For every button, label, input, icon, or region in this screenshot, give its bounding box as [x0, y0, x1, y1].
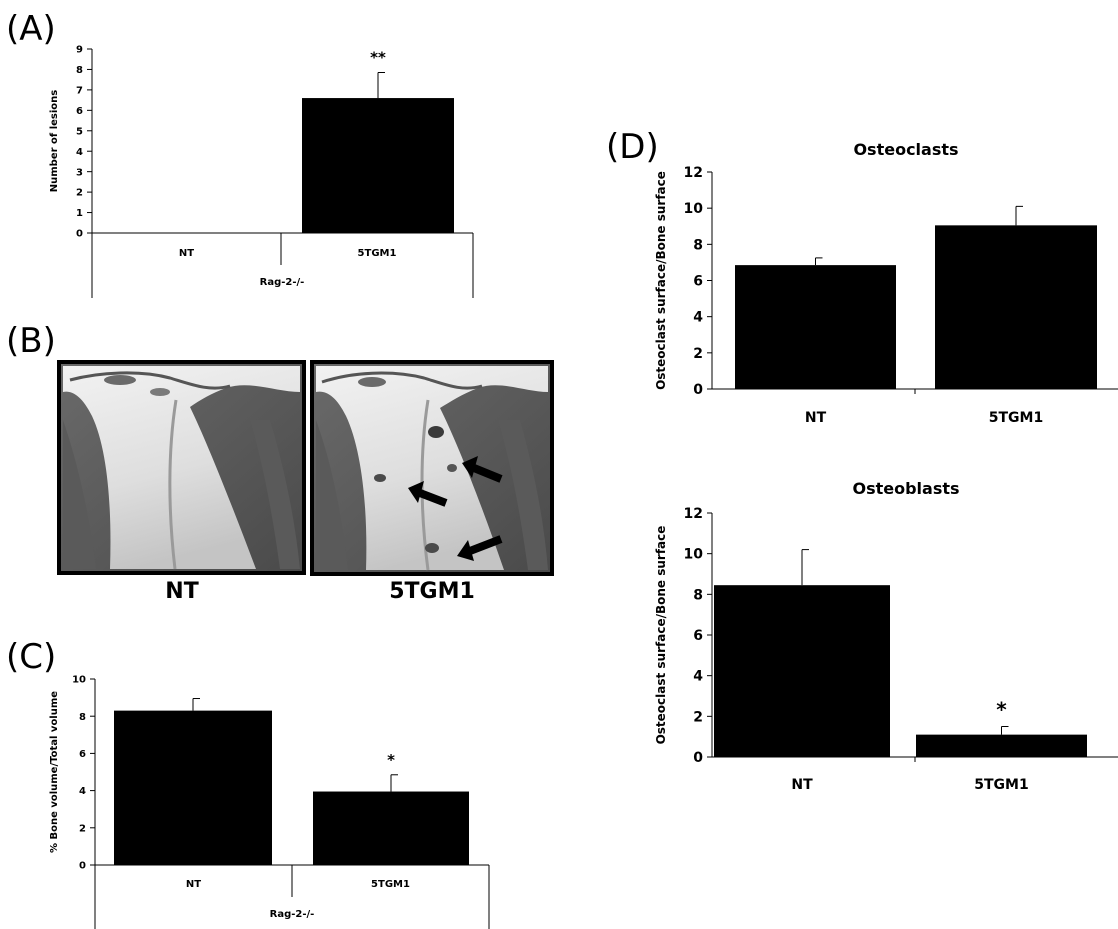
significance-marker: *: [996, 698, 1007, 722]
photo-label-nt: NT: [165, 579, 198, 604]
y-tick-label: 10: [72, 675, 86, 686]
bar-5tgm1: [916, 734, 1087, 757]
chart-bone-volume: 0 2 4 6 8 10 Rag-2-/- NT * 5TGM1 % Bone volume/Tot…: [49, 675, 490, 929]
arrow-icon: [457, 535, 503, 561]
y-tick-label: 2: [79, 823, 86, 834]
y-axis-label: % Bone volume/Total volume: [49, 691, 60, 853]
y-tick-label: 2: [693, 709, 703, 725]
microct-image-nt: [57, 360, 306, 575]
y-axis-label: Osteoclast surface/Bone surface: [654, 171, 668, 390]
significance-marker: *: [387, 751, 395, 769]
arrow-icon: [462, 456, 503, 483]
y-tick-label: 4: [76, 147, 83, 158]
y-tick-label: 2: [76, 188, 83, 199]
bar-nt: [735, 265, 896, 389]
y-tick-label: 8: [693, 237, 703, 253]
y-tick-label: 12: [684, 165, 703, 181]
chart-title: Osteoblasts: [852, 479, 959, 498]
y-tick-label: 9: [76, 45, 83, 56]
y-tick-label: 10: [684, 201, 704, 217]
microct-image-5tgm1: [310, 360, 554, 576]
y-tick-label: 8: [79, 712, 86, 723]
y-tick-label: 4: [693, 310, 703, 326]
panel-label-a: (A): [6, 9, 56, 49]
y-tick-label: 0: [76, 229, 83, 240]
group-label: Rag-2-/-: [260, 277, 305, 288]
y-tick-label: 4: [79, 786, 86, 797]
chart-osteoblasts: 0 2 4 6 8 10 12 NT * 5TGM1 Osteoclast surface/Bone…: [654, 479, 1118, 793]
y-tick-label: 6: [79, 749, 86, 760]
category-label: 5TGM1: [358, 248, 397, 259]
chart-title: Osteoclasts: [853, 140, 958, 159]
category-label: 5TGM1: [974, 777, 1028, 793]
significance-marker: **: [370, 49, 386, 67]
category-label: NT: [805, 410, 827, 426]
category-label: NT: [791, 777, 813, 793]
panel-label-b: (B): [6, 321, 56, 361]
y-tick-label: 5: [76, 126, 83, 137]
y-tick-label: 8: [693, 587, 703, 603]
y-tick-label: 6: [76, 106, 83, 117]
category-label: 5TGM1: [989, 410, 1043, 426]
group-label: Rag-2-/-: [270, 909, 315, 920]
panel-label-d: (D): [606, 127, 659, 167]
panel-label-c: (C): [6, 637, 56, 677]
y-tick-label: 3: [76, 167, 83, 178]
bar-5tgm1: [302, 98, 454, 233]
chart-lesions: 0 1 2 3 4 5 6 7 8 9 Rag-2-/- NT ** 5TGM1 Number of les…: [49, 45, 474, 298]
y-tick-label: 0: [79, 861, 86, 872]
y-tick-label: 6: [693, 628, 703, 644]
category-label: 5TGM1: [371, 879, 410, 890]
bar-5tgm1: [313, 791, 469, 865]
bar-nt: [114, 710, 272, 865]
category-label: NT: [186, 879, 201, 890]
category-label: NT: [179, 248, 194, 259]
arrow-icon: [408, 481, 448, 507]
y-tick-label: 2: [693, 346, 703, 362]
y-tick-label: 1: [76, 208, 83, 219]
y-axis-label: Number of lesions: [49, 90, 60, 193]
bar-5tgm1: [935, 225, 1097, 389]
y-tick-label: 7: [76, 85, 83, 96]
y-tick-label: 12: [684, 506, 703, 522]
y-tick-label: 4: [693, 669, 703, 685]
y-tick-label: 0: [693, 750, 703, 766]
y-tick-label: 6: [693, 274, 703, 290]
y-axis-label: Osteoclast surface/Bone surface: [654, 526, 668, 745]
bar-nt: [714, 585, 890, 757]
photo-label-5tgm1: 5TGM1: [389, 579, 475, 604]
y-tick-label: 0: [693, 382, 703, 398]
y-tick-label: 8: [76, 65, 83, 76]
chart-osteoclasts: 0 2 4 6 8 10 12 NT 5TGM1 Osteoclast surface/Bone …: [654, 140, 1118, 426]
y-tick-label: 10: [684, 547, 704, 563]
